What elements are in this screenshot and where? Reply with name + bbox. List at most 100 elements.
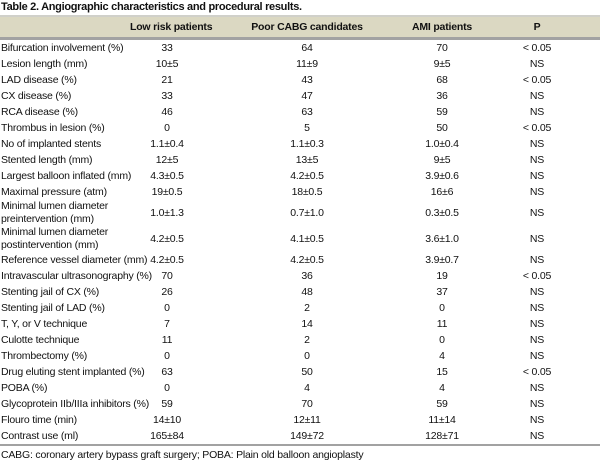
table-row: Minimal lumen diameter postintervention … (0, 226, 600, 252)
row-label: Largest balloon inflated (mm) (1, 169, 132, 182)
header-row: Low risk patients Poor CABG candidates A… (0, 15, 600, 40)
row-label: Reference vessel diameter (mm) (1, 253, 148, 266)
cell-value: NS (529, 382, 545, 394)
table-row: Stented length (mm) 12±5 13±5 9±5 NS (0, 152, 600, 168)
cell-value: 2 (304, 334, 310, 346)
cell-value: 50 (436, 122, 448, 134)
row-label: RCA disease (%) (1, 105, 78, 118)
cell-value: < 0.05 (522, 366, 552, 378)
table-row: Bifurcation involvement (%) 33 64 70 < 0.05 (0, 39, 600, 57)
table-row: LAD disease (%) 21 43 68 < 0.05 (0, 72, 600, 88)
row-label: Intravascular ultrasonography (%) (1, 269, 152, 282)
cell-value: 47 (301, 90, 313, 102)
column-header-p-value: P (474, 15, 600, 40)
cell-value: 18±0.5 (291, 186, 323, 198)
cell-value: 0 (164, 302, 170, 314)
table-row: Culotte technique 11 2 0 NS (0, 332, 600, 348)
table-row: CX disease (%) 33 47 36 NS (0, 88, 600, 104)
cell-value: 21 (161, 74, 173, 86)
cell-value: < 0.05 (522, 270, 552, 282)
cell-value: 59 (161, 398, 173, 410)
row-label: Bifurcation involvement (%) (1, 41, 124, 54)
cell-value: 68 (436, 74, 448, 86)
column-header-ami-patients: AMI patients (410, 15, 474, 40)
cell-value: 11 (436, 318, 448, 330)
row-label: Drug eluting stent implanted (%) (1, 365, 145, 378)
cell-value: 33 (161, 42, 173, 54)
row-label: Minimal lumen diameter preintervention (… (1, 200, 109, 225)
table-row: Stenting jail of LAD (%) 0 2 0 NS (0, 300, 600, 316)
table-footnote: CABG: coronary artery bypass graft surge… (1, 449, 364, 461)
cell-value: 165±84 (130, 428, 204, 446)
row-label: LAD disease (%) (1, 73, 77, 86)
row-label: Thrombectomy (%) (1, 349, 88, 362)
cell-value: 70 (436, 42, 448, 54)
cell-value: 63 (301, 106, 313, 118)
cell-value: NS (529, 90, 545, 102)
cell-value: 12±11 (293, 414, 321, 426)
cell-value: 36 (301, 270, 313, 282)
cell-value: 64 (301, 42, 313, 54)
row-label: Glycoprotein IIb/IIIa inhibitors (%) (1, 397, 150, 410)
cell-value: NS (529, 254, 545, 266)
cell-value: 149±72 (204, 428, 410, 446)
row-label: POBA (%) (1, 381, 48, 394)
cell-value: NS (529, 398, 545, 410)
row-label: Stented length (mm) (1, 153, 93, 166)
cell-value: NS (529, 154, 545, 166)
cell-value: NS (529, 302, 545, 314)
cell-value: < 0.05 (522, 42, 552, 54)
cell-value: NS (529, 207, 545, 219)
cell-value: 50 (301, 366, 313, 378)
table-row: Maximal pressure (atm) 19±0.5 18±0.5 16±6 NS (0, 184, 600, 200)
cell-value: 4.2±0.5 (150, 233, 184, 245)
cell-value: 5 (304, 122, 310, 134)
cell-value: 1.0±1.3 (150, 207, 184, 219)
cell-value: NS (529, 334, 545, 346)
cell-value: 14±10 (152, 414, 182, 426)
table-row: RCA disease (%) 46 63 59 NS (0, 104, 600, 120)
cell-value: < 0.05 (522, 122, 552, 134)
cell-value: 70 (161, 270, 173, 282)
cell-value: NS (529, 58, 545, 70)
cell-value: NS (529, 318, 545, 330)
cell-value: 15 (436, 366, 448, 378)
cell-value: NS (529, 138, 545, 150)
row-label: Contrast use (ml) (0, 428, 130, 446)
cell-value: 19±0.5 (151, 186, 183, 198)
cell-value: 0 (439, 302, 445, 314)
cell-value: 46 (161, 106, 173, 118)
cell-value: 4.2±0.5 (290, 254, 324, 266)
table-row: T, Y, or V technique 7 14 11 NS (0, 316, 600, 332)
table-row: Intravascular ultrasonography (%) 70 36 19 <… (0, 268, 600, 284)
table-row: Thrombus in lesion (%) 0 5 50 < 0.05 (0, 120, 600, 136)
cell-value: 3.9±0.6 (425, 170, 459, 182)
cell-value: NS (529, 286, 545, 298)
table-row: Glycoprotein IIb/IIIa inhibitors (%) 59 70… (0, 396, 600, 412)
cell-value: NS (529, 414, 545, 426)
row-label: Flouro time (min) (1, 413, 77, 426)
table-row: Stenting jail of CX (%) 26 48 37 NS (0, 284, 600, 300)
cell-value: 0.7±1.0 (290, 207, 324, 219)
column-header-poor-cabg-candidates: Poor CABG candidates (204, 15, 410, 40)
column-header-empty (0, 15, 130, 40)
cell-value: NS (529, 170, 545, 182)
cell-value: 9±5 (433, 58, 451, 70)
cell-value: 11 (161, 334, 173, 346)
table-row: No of implanted stents 1.1±0.4 1.1±0.3 1.0±… (0, 136, 600, 152)
cell-value: NS (529, 233, 545, 245)
table-row: Reference vessel diameter (mm) 4.2±0.5 4.2… (0, 252, 600, 268)
row-label: Minimal lumen diameter postintervention … (1, 226, 109, 251)
cell-value: 0.3±0.5 (425, 207, 459, 219)
cell-value: 10±5 (155, 58, 179, 70)
table-row: Lesion length (mm) 10±5 11±9 9±5 NS (0, 56, 600, 72)
cell-value: 36 (436, 90, 448, 102)
cell-value: 11±9 (296, 58, 318, 70)
row-label: T, Y, or V technique (1, 317, 88, 330)
cell-value: 1.1±0.3 (290, 138, 324, 150)
cell-value: 3.6±1.0 (425, 233, 459, 245)
column-header-low-risk-patients: Low risk patients (130, 15, 213, 40)
cell-value: 1.1±0.4 (150, 138, 184, 150)
cell-value: 4.1±0.5 (290, 233, 324, 245)
